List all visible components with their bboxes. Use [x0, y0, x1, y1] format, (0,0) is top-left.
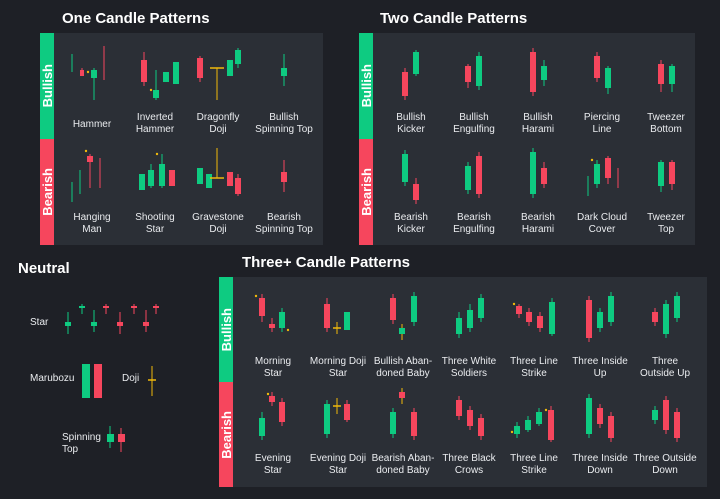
bearish-abandoned-baby-candles: [390, 388, 417, 440]
three-candle-title: Three+ Candle Patterns: [242, 254, 410, 271]
three-inside-down-label: Three Inside Down: [572, 453, 628, 476]
two-candle-bearish-strip: Bearish: [358, 139, 374, 245]
star-label: Star: [30, 317, 49, 328]
piercing-line-candles: [594, 52, 611, 94]
evening-doji-star-label: Evening Doji Star: [309, 453, 367, 476]
bearish-engulfing-candles: [465, 152, 482, 198]
dark-cloud-cover-candles: [587, 156, 619, 196]
inverted-hammer-candles: [141, 52, 179, 100]
tweezer-top-label: Tweezer Top: [647, 212, 685, 235]
dragonfly-doji-candles: [197, 48, 241, 100]
shooting-star-label: Shooting Star: [135, 212, 175, 235]
three-inside-up-candles: [586, 292, 614, 342]
bullish-kicker-label: Bullish Kicker: [396, 112, 426, 135]
gravestone-doji-candles: [197, 148, 241, 196]
bearish-kicker-candles: [402, 150, 419, 204]
bearish-row-label: Bearish: [218, 410, 234, 459]
bullish-harami-candles: [530, 48, 547, 96]
dark-cloud-cover-label: Dark Cloud Cover: [576, 212, 628, 235]
two-candle-bullish-strip: Bullish: [358, 33, 374, 139]
one-candle-bearish-strip: Bearish: [39, 139, 55, 245]
evening-star-candles: [259, 392, 285, 440]
neutral-title: Neutral: [18, 260, 70, 277]
dragonfly-doji-label: Dragonfly Doji: [196, 112, 240, 135]
shooting-star-candles: [139, 152, 175, 190]
three-line-strike-bearish-label: Three Line Strike: [510, 453, 558, 476]
doji-label: Doji: [122, 373, 140, 384]
three-inside-up-label: Three Inside Up: [572, 356, 628, 379]
three-line-strike-bullish-candles: [512, 298, 555, 336]
tweezer-bottom-label: Tweezer Bottom: [647, 112, 685, 135]
bearish-harami-candles: [530, 148, 547, 198]
morning-doji-star-candles: [324, 298, 350, 334]
evening-doji-star-candles: [324, 398, 350, 438]
bearish-abandoned-baby-label: Bearish Aban- doned Baby: [371, 453, 435, 476]
bearish-spinning-top-label: Bearish Spinning Top: [255, 212, 313, 235]
three-candle-panel: [219, 277, 707, 487]
evening-star-label: Evening Star: [254, 453, 292, 476]
bullish-row-label: Bullish: [218, 307, 234, 352]
three-black-crows-candles: [456, 396, 484, 440]
one-candle-bullish-strip: Bullish: [39, 33, 55, 139]
bullish-spinning-top-label: Bullish Spinning Top: [255, 112, 313, 135]
inverted-hammer-label: Inverted Hammer: [135, 112, 175, 135]
three-inside-down-candles: [586, 394, 614, 442]
bullish-engulfing-candles: [465, 52, 482, 90]
three-outside-down-label: Three Outside Down: [633, 453, 697, 476]
spinning-top-candles: [107, 426, 125, 452]
hammer-label: Hammer: [72, 119, 112, 130]
gravestone-doji-label: Gravestone Doji: [192, 212, 244, 235]
tweezer-top-candles: [658, 160, 675, 192]
bullish-row-label: Bullish: [39, 64, 55, 108]
marubozu-label: Marubozu: [30, 373, 75, 384]
tweezer-bottom-candles: [658, 60, 675, 92]
three-line-strike-bearish-candles: [510, 406, 554, 442]
marubozu-candles: [82, 364, 102, 398]
bearish-kicker-label: Bearish Kicker: [394, 212, 428, 235]
bearish-spinning-top-candles: [281, 160, 287, 192]
one-candle-title: One Candle Patterns: [62, 10, 210, 27]
morning-star-candles: [254, 294, 290, 332]
three-white-soldiers-candles: [456, 294, 484, 338]
three-white-soldiers-label: Three White Soldiers: [441, 356, 497, 379]
piercing-line-label: Piercing Line: [583, 112, 621, 135]
bullish-harami-label: Bullish Harami: [521, 112, 555, 135]
hanging-man-candles: [71, 149, 101, 202]
three-outside-up-label: Three Outside Up: [639, 356, 691, 379]
three-outside-up-candles: [652, 292, 680, 338]
three-candle-bullish-strip: Bullish: [218, 277, 234, 382]
bullish-row-label: Bullish: [358, 64, 374, 108]
hammer-candles: [71, 46, 105, 100]
three-black-crows-label: Three Black Crows: [442, 453, 496, 476]
morning-doji-star-label: Morning Doji Star: [309, 356, 367, 379]
three-candle-bearish-strip: Bearish: [218, 382, 234, 487]
three-outside-down-candles: [652, 396, 680, 442]
bearish-engulfing-label: Bearish Engulfing: [453, 212, 495, 235]
bearish-row-label: Bearish: [358, 168, 374, 216]
bullish-abandoned-baby-label: Bullish Aban- doned Baby: [373, 356, 433, 379]
bullish-spinning-top-candles: [281, 54, 287, 86]
hanging-man-label: Hanging Man: [73, 212, 111, 235]
bullish-abandoned-baby-candles: [390, 292, 417, 340]
morning-star-label: Morning Star: [254, 356, 292, 379]
one-candle-panel: [40, 33, 323, 245]
doji-candle: [148, 366, 156, 396]
bullish-kicker-candles: [402, 50, 419, 100]
two-candle-title: Two Candle Patterns: [380, 10, 528, 27]
star-candles: [65, 304, 159, 334]
bearish-harami-label: Bearish Harami: [521, 212, 555, 235]
bearish-row-label: Bearish: [39, 168, 55, 216]
three-line-strike-bullish-label: Three Line Strike: [510, 356, 558, 379]
bullish-engulfing-label: Bullish Engulfing: [453, 112, 495, 135]
spinning-top-label: Spinning Top: [62, 432, 101, 455]
